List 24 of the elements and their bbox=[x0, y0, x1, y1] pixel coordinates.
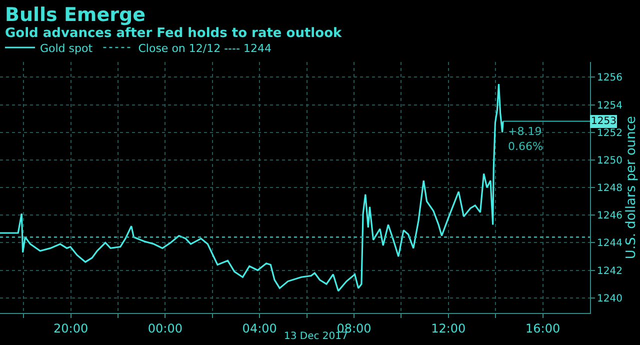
y-tick-label: 1254 bbox=[597, 100, 622, 112]
annotation: +8.19 bbox=[508, 125, 542, 138]
x-tick-label: 16:00 bbox=[526, 321, 560, 336]
legend-label: Close on 12/12 ---- 1244 bbox=[138, 42, 272, 55]
x-tick-label: 12:00 bbox=[431, 321, 466, 336]
x-tick-label: 20:00 bbox=[54, 321, 88, 336]
line-series bbox=[0, 83, 504, 292]
y-tick-label: 1244 bbox=[597, 238, 622, 250]
x-tick-label: 04:00 bbox=[242, 321, 277, 336]
y-tick-label: 1240 bbox=[597, 293, 622, 304]
y-axis-title: U.S. dollars per ounce bbox=[624, 116, 640, 260]
chart-title: Bulls Emerge bbox=[5, 4, 146, 26]
y-tick-label: 1256 bbox=[597, 72, 622, 84]
chart-subtitle: Gold advances after Fed holds to rate outlook bbox=[5, 26, 342, 41]
annotation: 1253 bbox=[591, 116, 616, 127]
annotation: 0.66% bbox=[508, 140, 543, 153]
legend-label: Gold spot bbox=[40, 42, 94, 55]
y-tick-label: 1252 bbox=[597, 128, 622, 139]
y-tick-label: 1250 bbox=[597, 155, 622, 166]
y-tick-label: 1246 bbox=[597, 210, 622, 222]
text: 13 Dec 2017 bbox=[284, 331, 348, 342]
y-tick-label: 1248 bbox=[597, 183, 622, 194]
x-tick-label: 00:00 bbox=[148, 321, 182, 336]
y-tick-label: 1242 bbox=[597, 266, 622, 277]
